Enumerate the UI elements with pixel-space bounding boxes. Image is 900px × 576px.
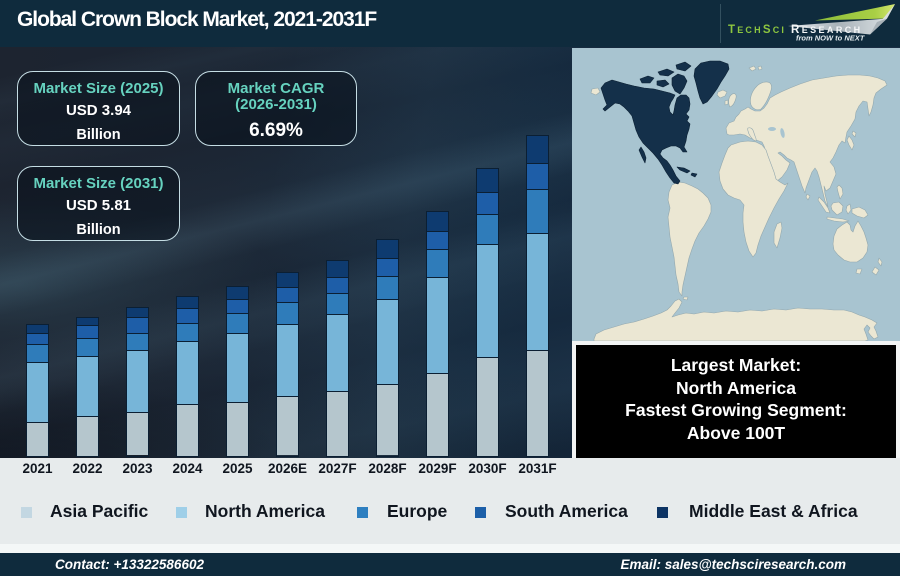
svg-text:TECHSCI: TECHSCI — [728, 24, 786, 36]
svg-text:RESEARCH: RESEARCH — [791, 24, 863, 36]
svg-text:from NOW to NEXT: from NOW to NEXT — [796, 34, 866, 43]
